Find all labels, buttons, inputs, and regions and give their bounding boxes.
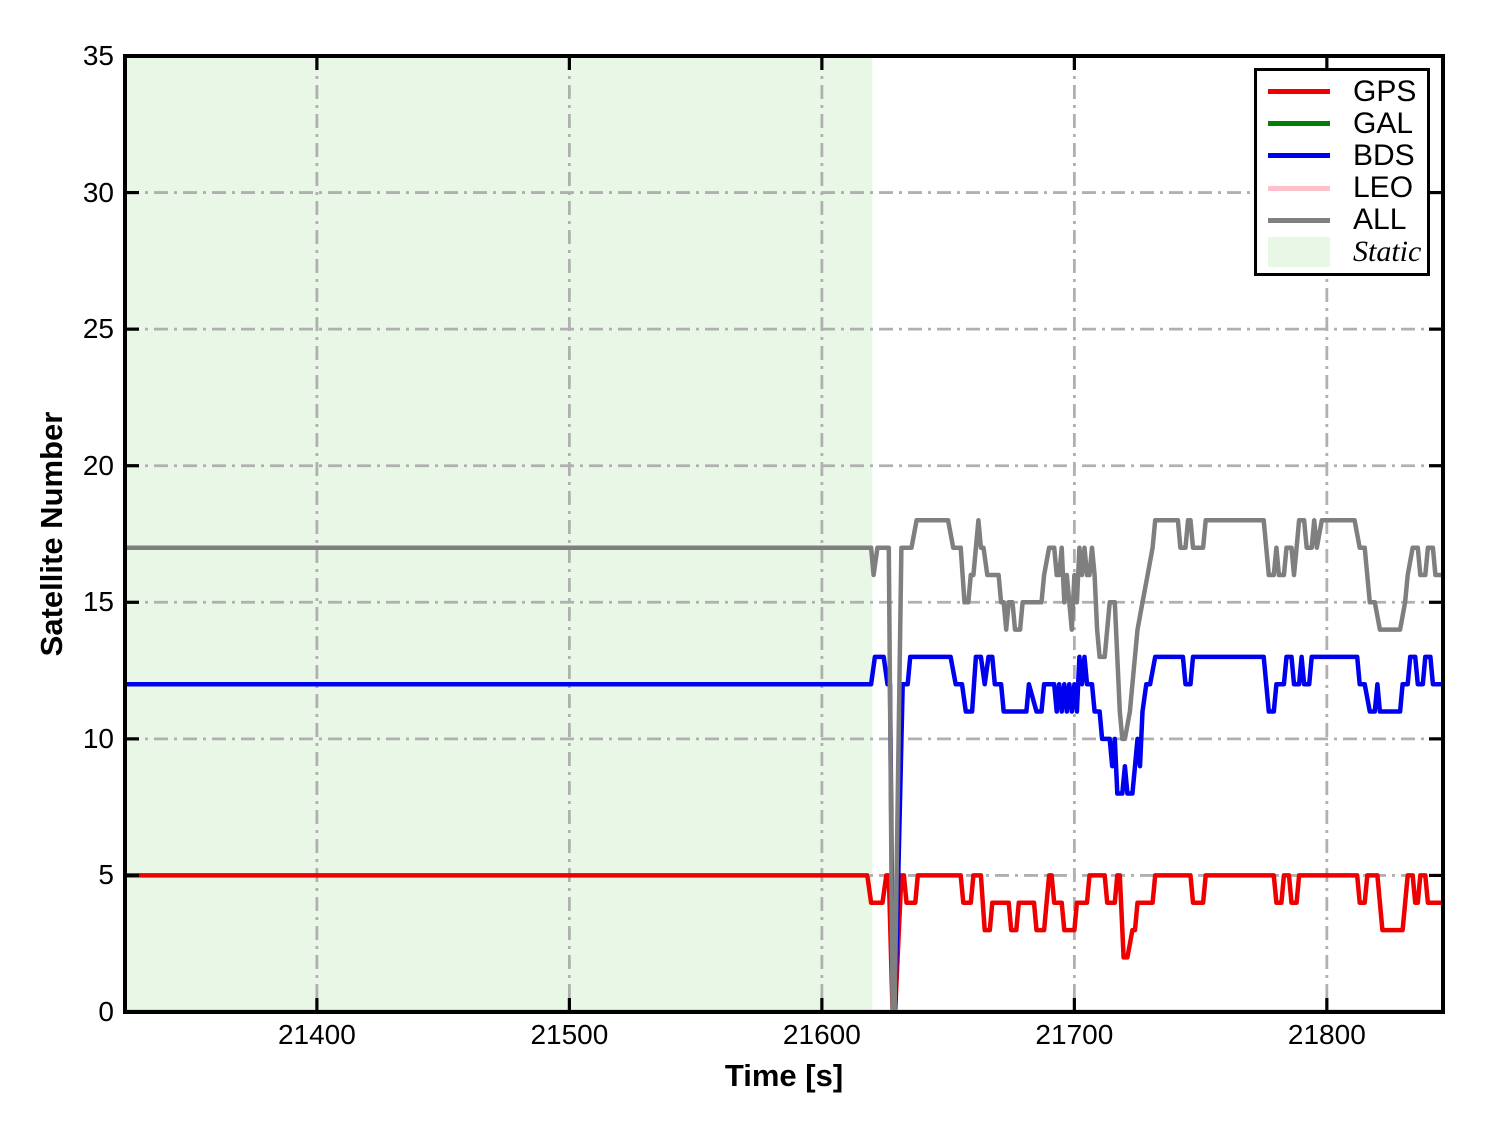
y-tick-label: 15 [82,586,114,618]
y-tick-label: 25 [82,313,114,345]
legend-entry-gal: GAL [1257,108,1427,139]
legend-entry-all: ALL [1257,205,1427,236]
y-tick-label: 20 [82,449,114,481]
y-tick-label: 0 [98,996,114,1027]
legend-patch-sample [1268,237,1330,268]
series-all [125,518,1443,1012]
plot-border [123,54,1445,1014]
legend-label: LEO [1353,171,1414,205]
x-tick-label: 21600 [782,1019,861,1050]
x-tick-label: 21800 [1287,1019,1366,1050]
legend-label: GAL [1353,106,1414,140]
legend-label: BDS [1353,138,1415,172]
x-tick-label: 21500 [530,1019,609,1050]
legend-label: GPS [1353,74,1417,108]
y-tick-label: 5 [98,859,114,891]
x-tick-label: 21700 [1035,1019,1114,1050]
y-tick-label: 30 [82,176,114,208]
y-tick-label: 35 [82,40,114,71]
legend-label: Static [1353,235,1422,269]
legend: GPS GAL BDS LEO ALL Static [1254,68,1430,276]
series-gps [125,873,1443,1012]
series-bds [125,654,1443,1012]
legend-line-sample [1268,217,1330,223]
legend-line-sample [1268,121,1330,127]
legend-entry-leo: LEO [1257,173,1427,204]
x-tick-label: 21400 [277,1019,356,1050]
y-tick-label: 10 [82,722,114,754]
legend-line-sample [1268,185,1330,191]
static-region [125,56,873,1012]
legend-entry-static: Static [1257,237,1427,268]
legend-entry-gps: GPS [1257,76,1427,107]
legend-label: ALL [1353,203,1407,237]
legend-line-sample [1268,89,1330,95]
y-axis-label: Satellite Number [34,411,69,657]
x-axis-label: Time [s] [724,1058,844,1093]
legend-entry-bds: BDS [1257,140,1427,171]
legend-line-sample [1268,153,1330,159]
